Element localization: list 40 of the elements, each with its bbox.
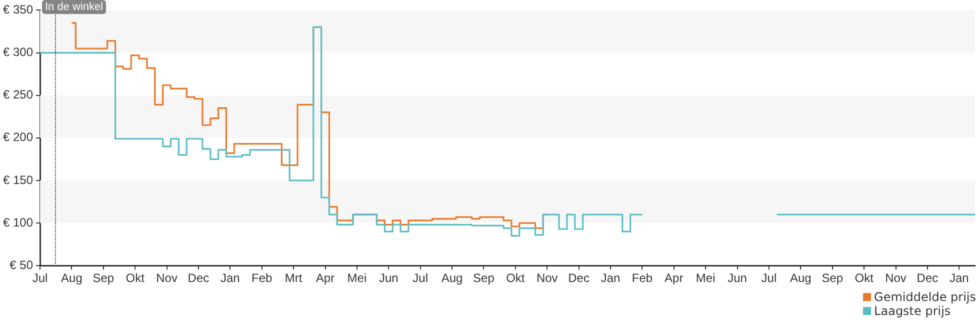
x-tick-label: Jan: [220, 271, 240, 286]
y-tick-label: € 300: [2, 45, 34, 60]
y-tick-label: € 200: [2, 130, 34, 144]
x-tick-label: Jun: [728, 271, 747, 286]
x-tick-label: Sep: [822, 271, 844, 286]
x-tick-label: Sep: [473, 271, 495, 286]
x-tick-label: Okt: [854, 271, 874, 286]
x-tick-label: Mei: [347, 271, 367, 286]
x-tick-label: Nov: [156, 271, 178, 286]
y-tick-label: € 50: [10, 258, 34, 272]
x-tick-label: Mrt: [284, 271, 303, 286]
x-tick-label: Jun: [378, 271, 398, 286]
annotation: In de winkel: [42, 0, 106, 14]
x-tick-label: Jan: [949, 271, 969, 286]
x-tick-label: Aug: [61, 271, 82, 286]
y-tick-label: € 100: [2, 215, 34, 230]
y-tick-label: € 150: [2, 172, 34, 187]
y-tick-label: € 250: [2, 88, 34, 102]
x-tick-label: Mei: [696, 271, 716, 286]
x-tick-label: Okt: [506, 271, 526, 286]
x-tick-label: Jul: [32, 271, 48, 286]
x-tick-label: Jul: [761, 271, 777, 286]
x-tick-label: Jan: [600, 271, 620, 286]
x-tick-label: Dec: [916, 271, 938, 286]
x-tick-label: Jul: [412, 271, 428, 286]
legend-label: Laagste prijs: [874, 304, 951, 318]
x-tick-label: Sep: [92, 271, 114, 286]
x-tick-label: Aug: [441, 271, 463, 286]
x-tick-label: Nov: [885, 271, 906, 286]
x-tick-label: Aug: [790, 271, 812, 286]
x-tick-label: Dec: [568, 271, 590, 286]
x-tick-label: Dec: [188, 271, 210, 286]
x-tick-label: Okt: [126, 271, 146, 286]
x-tick-label: Apr: [316, 271, 335, 286]
x-tick-label: Feb: [632, 271, 653, 286]
x-tick-label: Feb: [252, 271, 273, 286]
legend-label: Gemiddelde prijs: [874, 290, 976, 304]
x-tick-label: Nov: [536, 271, 558, 286]
x-tick-label: Apr: [664, 271, 684, 286]
y-tick-label: € 350: [2, 2, 34, 17]
